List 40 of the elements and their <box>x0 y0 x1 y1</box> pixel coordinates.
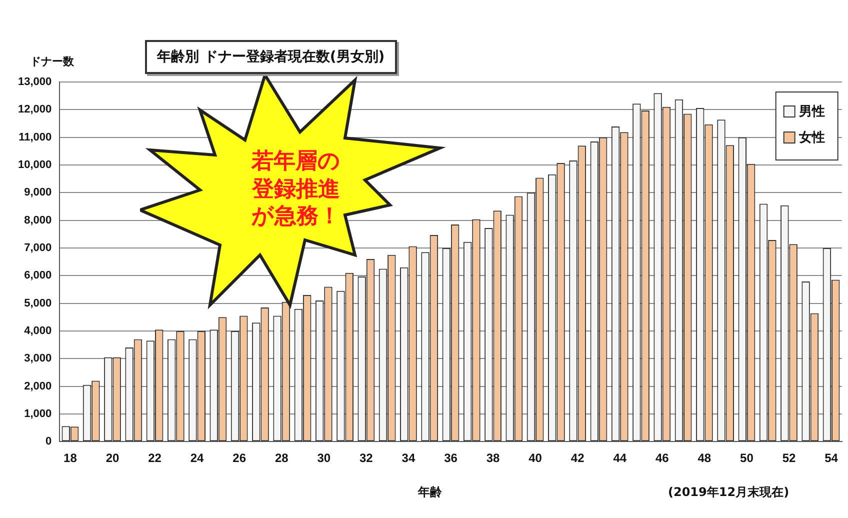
text: (2019年12月末現在) <box>668 484 790 501</box>
y-tick-label: 6,000 <box>24 270 52 282</box>
x-tick-label: 34 <box>402 451 416 466</box>
y-tick-label: 9,000 <box>24 186 52 199</box>
x-tick-label: 50 <box>740 451 754 466</box>
y-axis-title: ドナー数 <box>30 54 74 69</box>
x-tick-label: 32 <box>360 451 374 466</box>
y-tick-label: 7,000 <box>24 242 52 254</box>
y-tick-label: 3,000 <box>24 352 52 365</box>
x-tick-label: 54 <box>824 451 838 466</box>
x-tick-label: 52 <box>782 451 796 466</box>
y-tick-label: 5,000 <box>24 297 52 310</box>
y-tick-label: 12,000 <box>18 104 52 116</box>
y-tick-label: 4,000 <box>24 324 52 337</box>
x-tick-label: 22 <box>148 451 162 466</box>
x-tick-label: 38 <box>486 451 500 466</box>
y-tick-label: 8,000 <box>24 214 52 226</box>
x-tick-label: 30 <box>317 451 331 466</box>
x-tick-label: 18 <box>64 451 78 466</box>
x-tick-label: 48 <box>698 451 712 466</box>
x-tick-label: 24 <box>190 451 204 466</box>
legend-label: 女性 <box>798 130 825 146</box>
y-tick-label: 13,000 <box>18 76 52 88</box>
x-tick-label: 20 <box>106 451 120 466</box>
annotation: 若年層の登録推進が急務！ <box>250 148 342 230</box>
x-tick-label: 26 <box>232 451 246 466</box>
x-tick-label: 28 <box>274 451 289 466</box>
x-tick-label: 44 <box>613 451 627 466</box>
y-tick-label: 1,000 <box>24 408 52 420</box>
y-tick-label: 11,000 <box>18 131 52 144</box>
y-tick-label: 2,000 <box>24 380 52 392</box>
x-tick-label: 46 <box>655 451 670 466</box>
chart-title: 年齢別 ドナー登録者現在数(男女別) <box>145 40 397 74</box>
x-axis-title: 年齢 <box>418 484 442 501</box>
x-tick-label: 40 <box>528 451 542 466</box>
x-tick-label: 36 <box>444 451 458 466</box>
legend-label: 男性 <box>798 104 825 120</box>
y-tick-label: 10,000 <box>18 159 52 172</box>
x-tick-label: 42 <box>570 451 585 466</box>
y-tick-label: 0 <box>46 436 52 448</box>
